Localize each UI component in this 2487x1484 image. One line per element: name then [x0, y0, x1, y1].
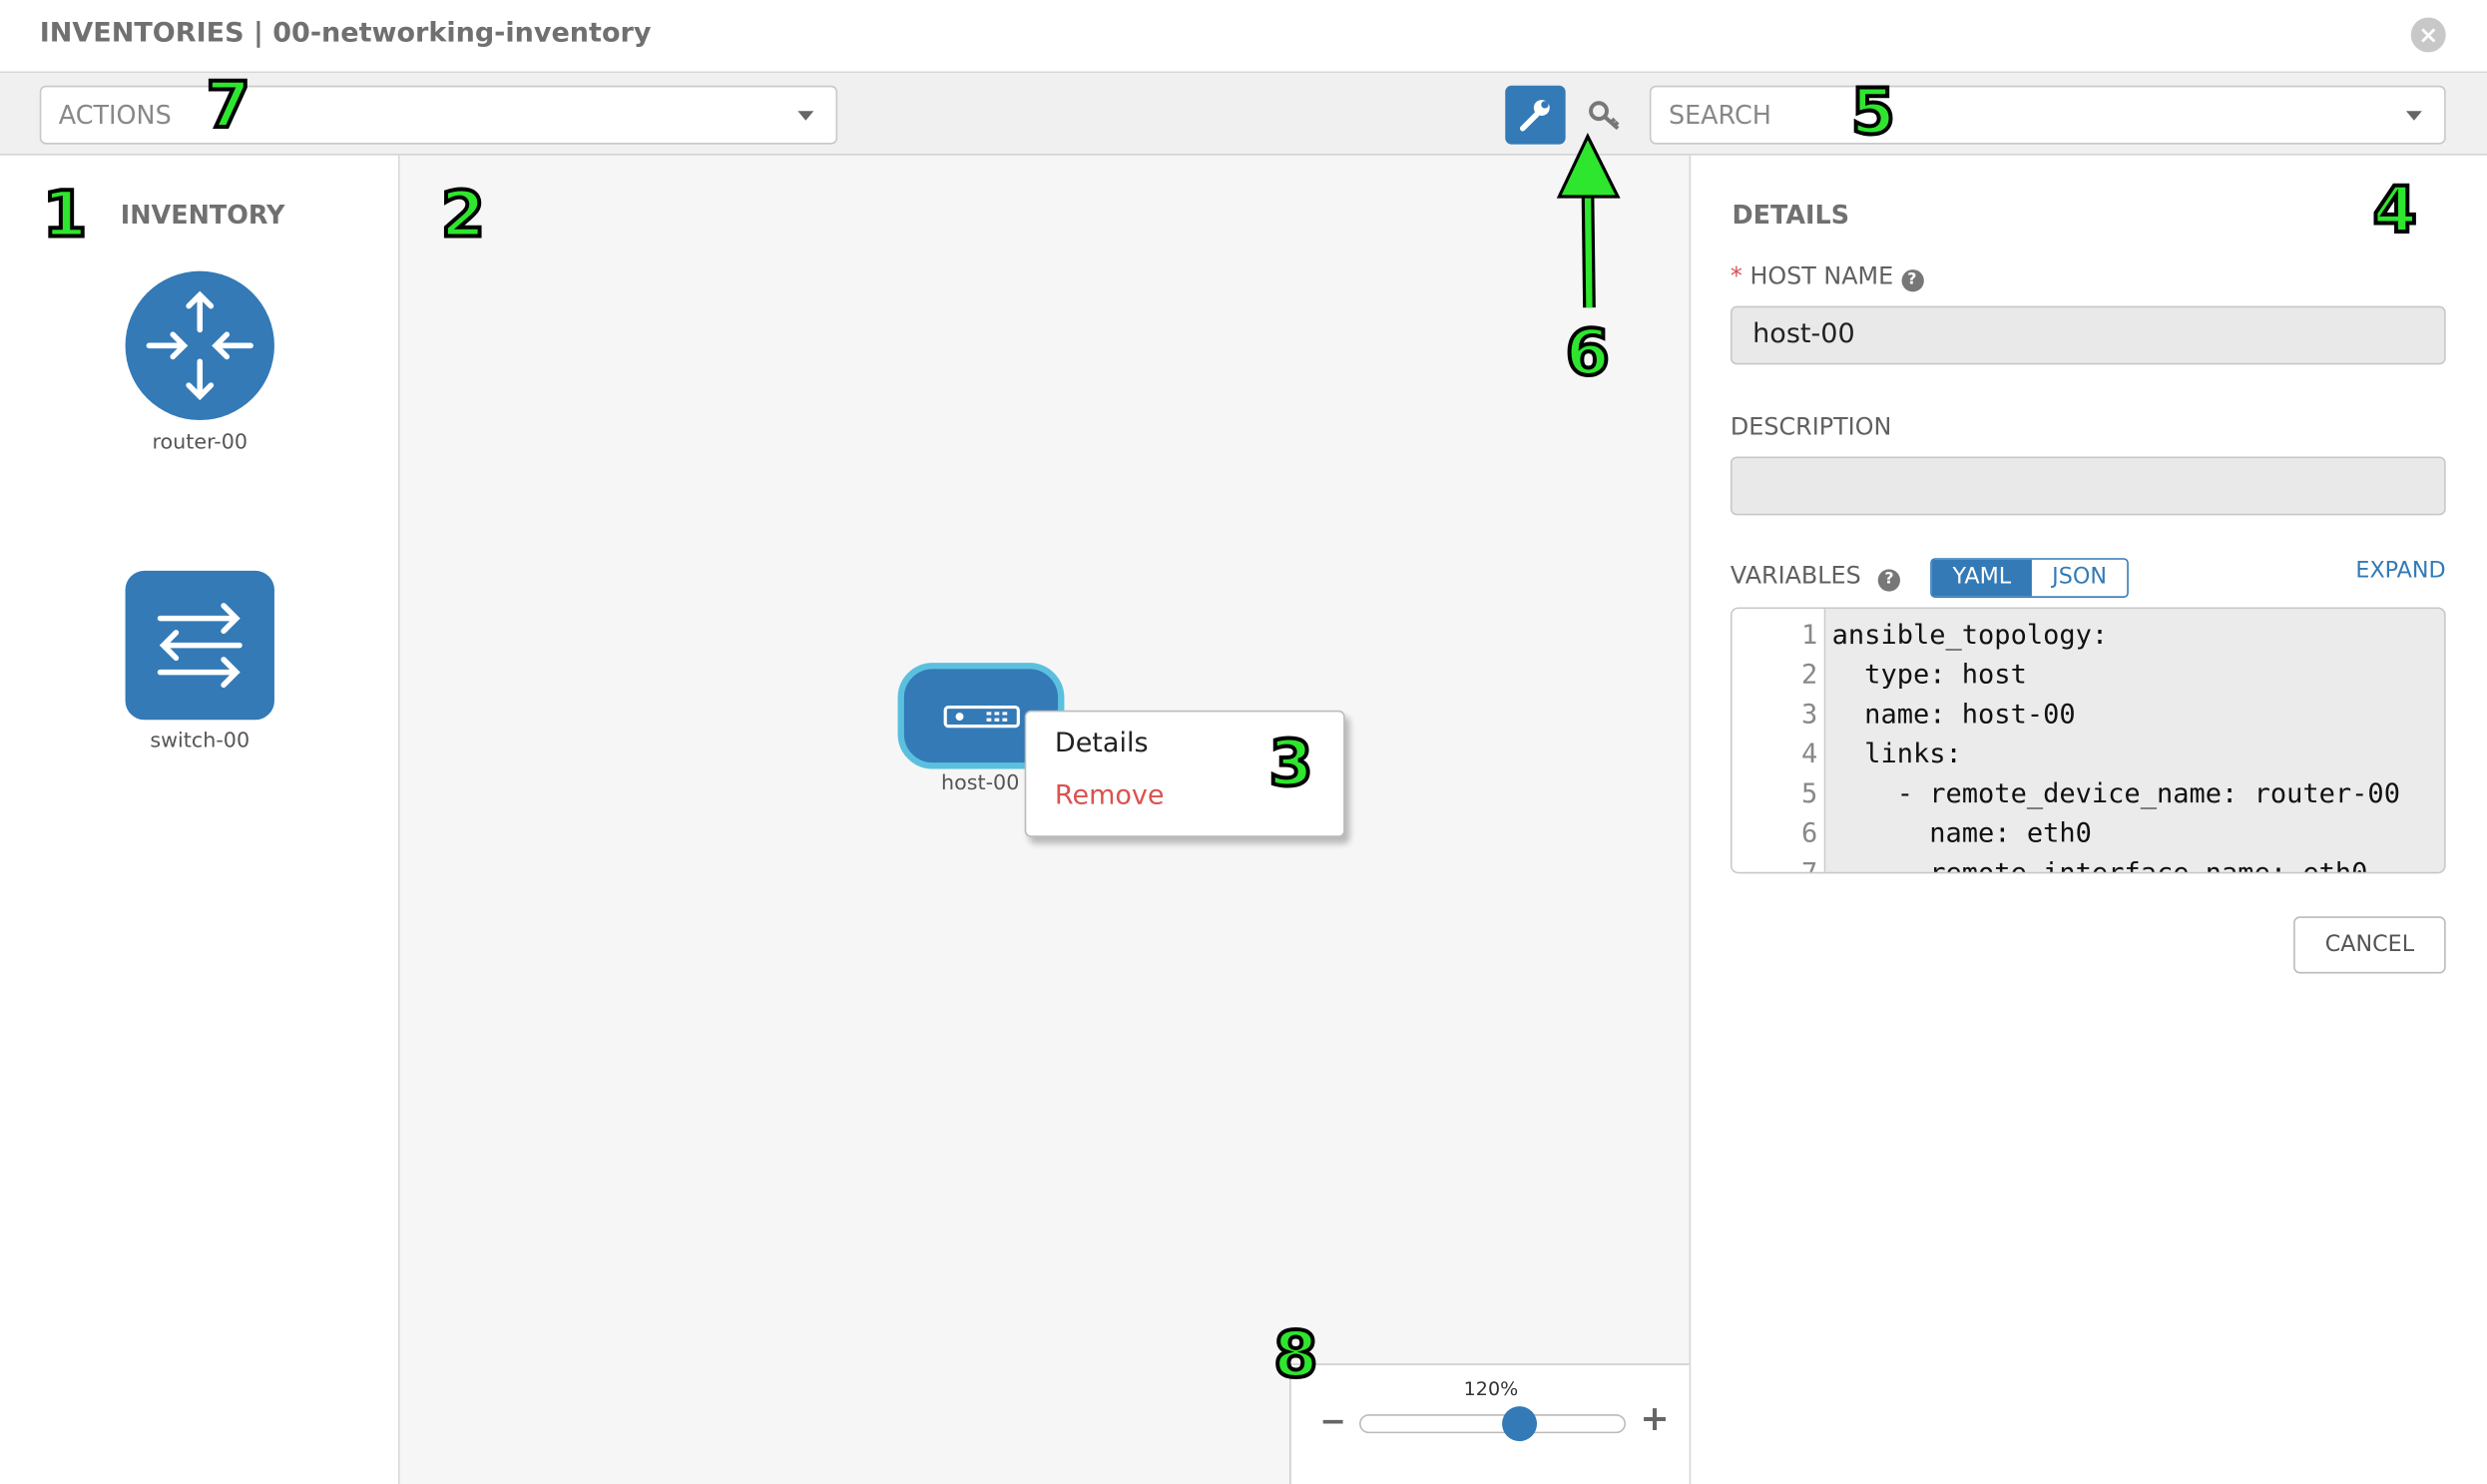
menu-item-details[interactable]: Details — [1054, 728, 1149, 759]
help-icon[interactable]: ? — [1900, 269, 1924, 292]
help-icon[interactable]: ? — [1877, 569, 1901, 592]
context-menu: Details Remove — [1024, 710, 1345, 837]
annotation-5: 5 — [1849, 76, 1897, 150]
menu-item-remove[interactable]: Remove — [1054, 779, 1165, 812]
router-label: router-00 — [152, 431, 249, 455]
annotation-3: 3 — [1266, 728, 1314, 801]
actions-dropdown[interactable]: ACTIONS — [39, 85, 838, 145]
details-title: DETAILS — [1732, 200, 1850, 231]
variables-label-text: VARIABLES — [1730, 561, 1861, 590]
chevron-down-icon — [2405, 111, 2422, 121]
line-number: 5 — [1801, 778, 1818, 810]
expand-link[interactable]: EXPAND — [2355, 558, 2446, 584]
cancel-button[interactable]: CANCEL — [2293, 916, 2446, 974]
search-label: SEARCH — [1668, 100, 1771, 131]
wrench-button[interactable] — [1505, 85, 1566, 145]
annotation-8: 8 — [1271, 1318, 1319, 1392]
topology-canvas[interactable]: host-00 Details Remove 120% − + — [399, 155, 1690, 1484]
code-line: - remote_device_name: router-00 — [1831, 778, 2400, 810]
variables-editor[interactable]: 1 ansible_topology: 2 type: host 3 name: ho… — [1730, 607, 2446, 874]
annotation-1: 1 — [41, 179, 89, 252]
router-item[interactable] — [125, 270, 274, 421]
zoom-in-button[interactable]: + — [1640, 1399, 1670, 1440]
zoom-level: 120% — [1463, 1377, 1519, 1400]
switch-item[interactable] — [125, 570, 274, 721]
host-name-label: * HOST NAME ? — [1730, 261, 1924, 292]
zoom-slider-thumb[interactable] — [1502, 1406, 1538, 1442]
annotation-4: 4 — [2371, 174, 2419, 247]
host-name-label-text: HOST NAME — [1749, 261, 1894, 290]
yaml-toggle[interactable]: YAML — [1931, 559, 2032, 597]
toolbar: ACTIONS SEARCH — [0, 73, 2487, 156]
line-number: 3 — [1801, 699, 1818, 732]
inventory-title: INVENTORY — [120, 200, 285, 231]
annotation-2: 2 — [439, 179, 487, 252]
router-icon — [146, 290, 253, 401]
host-label: host-00 — [941, 771, 1020, 796]
host-icon — [943, 705, 1020, 729]
switch-label: switch-00 — [150, 729, 250, 753]
line-number: 2 — [1801, 659, 1818, 692]
arrow-annotation — [1556, 132, 1621, 308]
zoom-control: 120% − + — [1289, 1363, 1690, 1484]
close-icon[interactable]: × — [2410, 17, 2446, 53]
search-dropdown[interactable]: SEARCH — [1649, 85, 2446, 145]
actions-label: ACTIONS — [58, 100, 172, 131]
line-gutter — [1732, 609, 1826, 872]
line-number: 4 — [1801, 739, 1818, 771]
code-line: name: host-00 — [1831, 699, 2076, 732]
code-line: name: eth0 — [1831, 817, 2092, 850]
zoom-slider[interactable] — [1359, 1414, 1627, 1434]
key-icon[interactable] — [1586, 98, 1624, 133]
chevron-down-icon — [797, 111, 814, 121]
annotation-7: 7 — [205, 69, 252, 143]
code-line: type: host — [1831, 659, 2027, 692]
switch-icon — [157, 603, 243, 689]
page-title: INVENTORIES | 00-networking-inventory — [39, 17, 652, 50]
host-name-input[interactable]: host-00 — [1730, 305, 2446, 365]
description-label: DESCRIPTION — [1730, 412, 1892, 441]
code-line: links: — [1831, 739, 1962, 771]
line-number: 6 — [1801, 817, 1818, 850]
variables-label: VARIABLES ? — [1730, 561, 1901, 592]
code-line: remote_interface_name: eth0 — [1832, 857, 2367, 871]
line-number: 1 — [1801, 620, 1818, 652]
line-number: 7 — [1733, 857, 1817, 871]
zoom-out-button[interactable]: − — [1319, 1401, 1346, 1440]
inventory-panel: INVENTORY router-00 switch-00 — [0, 155, 400, 1484]
format-toggle: YAML JSON — [1930, 558, 2129, 598]
description-input[interactable] — [1730, 456, 2446, 516]
annotation-6: 6 — [1564, 316, 1612, 390]
json-toggle[interactable]: JSON — [2052, 564, 2107, 590]
required-mark: * — [1730, 261, 1742, 290]
wrench-icon — [1519, 100, 1550, 132]
header: INVENTORIES | 00-networking-inventory × — [0, 0, 2487, 74]
code-line: ansible_topology: — [1831, 620, 2109, 652]
